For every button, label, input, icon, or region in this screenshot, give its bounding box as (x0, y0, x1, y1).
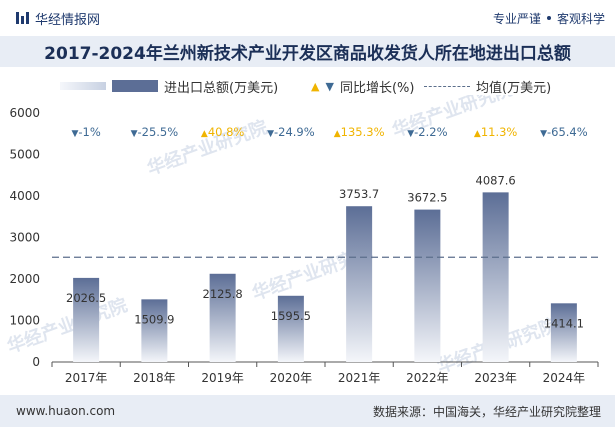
value-label: 2026.5 (66, 291, 106, 305)
growth-label: ▼-2.2% (407, 125, 447, 139)
down-triangle-icon: ▼ (540, 129, 547, 139)
growth-value: 40.8% (208, 125, 245, 139)
up-triangle-icon: ▲ (201, 129, 208, 139)
y-tick-label: 1000 (9, 314, 40, 328)
growth-value: -65.4% (547, 125, 588, 139)
footer-source: 数据来源：中国海关，华经产业研究院整理 (372, 404, 601, 419)
up-triangle-icon: ▲ (311, 79, 320, 93)
y-tick-label: 2000 (9, 272, 40, 286)
down-triangle-icon: ▼ (407, 129, 414, 139)
growth-label: ▼-1% (71, 125, 100, 139)
data-labels: 2026.5 1509.9 2125.8 1595.5 3753.7 3672.5 4087… (66, 173, 584, 330)
growth-label: ▼-24.9% (267, 125, 315, 139)
footer: www.huaon.com 数据来源：中国海关，华经产业研究院整理 (0, 395, 615, 427)
x-tick-label: 2017年 (65, 371, 108, 385)
footer-website[interactable]: www.huaon.com (16, 404, 116, 418)
slogan: 专业严谨 客观科学 (493, 10, 605, 27)
y-tick-label: 3000 (9, 231, 40, 245)
x-tick-label: 2018年 (133, 371, 176, 385)
value-label: 3672.5 (407, 191, 447, 205)
legend-growth: ▲ ▼ 同比增长(%) (311, 76, 414, 96)
legend-bar: 进出口总额(万美元) (112, 76, 278, 96)
legend-avg: 均值(万美元) (424, 76, 551, 96)
legend-gradient-swatch (60, 82, 106, 90)
growth-label: ▲11.3% (474, 125, 518, 139)
x-tick-label: 2022年 (406, 371, 449, 385)
y-tick-label: 4000 (9, 189, 40, 203)
bar-2023年 (482, 192, 509, 362)
y-tick-label: 5000 (9, 148, 40, 162)
title-bar: 2017-2024年兰州新技术产业开发区商品收发货人所在地进出口总额 (0, 36, 615, 67)
growth-label: ▲40.8% (201, 125, 245, 139)
growth-value: 11.3% (481, 125, 518, 139)
value-label: 2125.8 (203, 287, 243, 301)
bar-2019年 (209, 273, 236, 362)
bars (73, 192, 577, 362)
legend-gradient (60, 76, 106, 96)
bar-2017年 (73, 277, 100, 362)
legend-growth-label: 同比增长(%) (339, 80, 415, 96)
growth-value: -1% (78, 125, 100, 139)
brand-logo-icon (16, 12, 29, 24)
value-label: 1414.1 (544, 316, 584, 330)
growth-value: -25.5% (137, 125, 178, 139)
up-triangle-icon: ▲ (334, 129, 341, 139)
chart-title: 2017-2024年兰州新技术产业开发区商品收发货人所在地进出口总额 (44, 44, 571, 64)
y-tick-label: 6000 (9, 106, 40, 120)
slogan-left: 专业严谨 (492, 11, 541, 26)
x-tick-label: 2021年 (338, 371, 381, 385)
growth-label: ▼-65.4% (540, 125, 588, 139)
growth-labels: ▼-1% ▼-25.5% ▲40.8% ▼-24.9% ▲135.3% ▼-2.2% ▲11… (71, 125, 587, 139)
down-triangle-icon: ▼ (131, 129, 138, 139)
legend-bar-swatch (112, 80, 158, 92)
x-tick-label: 2020年 (270, 371, 313, 385)
chart-area: 华经产业研究院华经产业研究院华经产业研究院华经产业研究院华经产业研究院 0100… (4, 95, 599, 385)
value-label: 1595.5 (271, 309, 311, 323)
down-triangle-icon: ▼ (267, 129, 274, 139)
x-tick-label: 2024年 (543, 371, 586, 385)
growth-label: ▼-25.5% (131, 125, 179, 139)
separator-dot-icon (546, 16, 551, 20)
bar-2024年 (550, 303, 577, 362)
down-triangle-icon: ▼ (325, 79, 334, 93)
bar-2020年 (277, 295, 304, 362)
y-tick-label: 0 (32, 355, 40, 369)
legend-avg-label: 均值(万美元) (476, 80, 552, 96)
growth-value: -2.2% (414, 125, 447, 139)
up-triangle-icon: ▲ (474, 129, 481, 139)
top-bar: 华经情报网 专业严谨 客观科学 (0, 0, 615, 36)
x-tick-label: 2019年 (201, 371, 244, 385)
bar-2021年 (346, 206, 373, 362)
growth-value: 135.3% (341, 125, 385, 139)
brand-name: 华经情报网 (35, 12, 101, 28)
slogan-right: 客观科学 (556, 11, 605, 26)
legend-avg-swatch (424, 85, 470, 87)
growth-label: ▲135.3% (334, 125, 385, 139)
brand[interactable]: 华经情报网 (16, 9, 100, 28)
legend: 进出口总额(万美元) ▲ ▼ 同比增长(%) 均值(万美元) (0, 76, 615, 96)
bar-2022年 (414, 209, 441, 362)
x-tick-label: 2023年 (474, 371, 517, 385)
growth-value: -24.9% (274, 125, 315, 139)
legend-bar-label: 进出口总额(万美元) (164, 80, 279, 96)
value-label: 1509.9 (134, 312, 174, 326)
axes: 0 1000 2000 3000 4000 5000 6000 2017年 2018年 2019年… (9, 106, 599, 385)
bar-2018年 (141, 299, 168, 362)
value-label: 3753.7 (339, 187, 379, 201)
value-label: 4087.6 (476, 173, 516, 187)
down-triangle-icon: ▼ (71, 129, 78, 139)
